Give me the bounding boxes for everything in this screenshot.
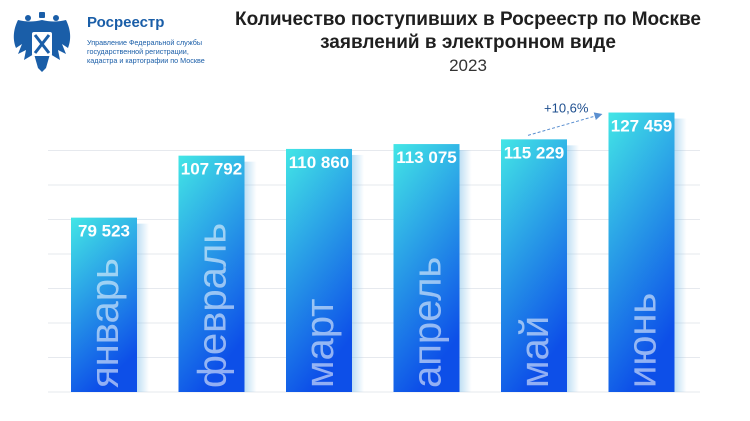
- logo-name: Росреестр: [87, 14, 165, 31]
- bar-февраль: [178, 155, 245, 392]
- value-label: 110 860: [289, 153, 350, 172]
- bar-январь: [71, 217, 137, 392]
- growth-label: +10,6%: [544, 101, 589, 116]
- category-label: январь: [83, 258, 127, 388]
- bar-май: [501, 139, 567, 392]
- category-label: март: [298, 299, 342, 388]
- growth-arrow: [527, 112, 603, 136]
- bar-shadow: [352, 154, 364, 392]
- grid-lines: [48, 150, 700, 393]
- logo-subtitle: Управление Федеральной службы государств…: [87, 38, 205, 65]
- value-label: 107 792: [181, 160, 242, 179]
- value-label: 79 523: [78, 222, 130, 241]
- chart-subtitle: 2023: [449, 56, 487, 75]
- logo-block: Росреестр Управление Федеральной службы …: [8, 8, 213, 80]
- chart-title: Количество поступивших в Росреестр по Мо…: [235, 9, 701, 53]
- bar-shadow: [137, 223, 149, 392]
- bar-shadow: [567, 145, 579, 392]
- bar-shadow: [674, 118, 687, 393]
- bar-shadow: [459, 150, 472, 392]
- bar-апрель: [393, 144, 460, 392]
- growth-annotation: +10,6%: [527, 101, 603, 136]
- category-label: апрель: [406, 257, 450, 388]
- value-label: 113 075: [396, 148, 457, 167]
- category-label: февраль: [191, 223, 235, 388]
- bars: 79 523 январь 107 792 февраль 110 860 март 113…: [71, 112, 687, 393]
- bar-июнь: [608, 112, 675, 393]
- value-label: 115 229: [504, 143, 565, 162]
- double-headed-eagle-emblem-icon: [13, 12, 71, 72]
- bar-март: [286, 148, 352, 392]
- category-label: июнь: [621, 293, 665, 388]
- value-label: 127 459: [611, 117, 672, 136]
- bar-shadow: [244, 161, 257, 392]
- category-label: май: [513, 316, 557, 388]
